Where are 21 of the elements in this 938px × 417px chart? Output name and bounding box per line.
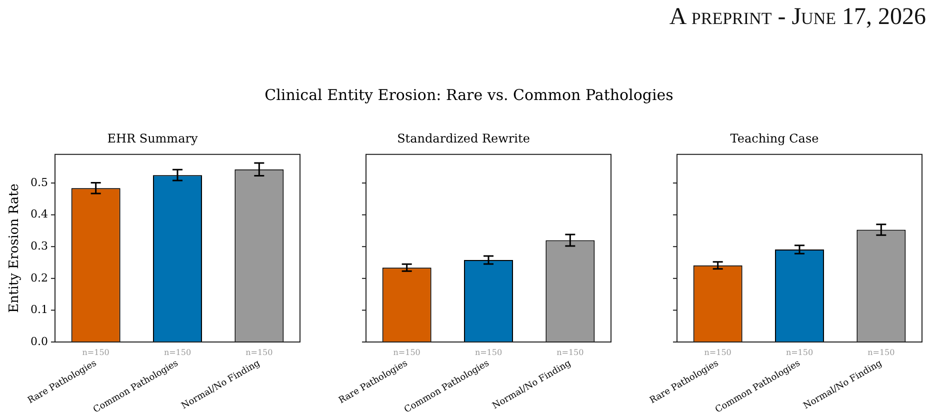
text: n=150 bbox=[474, 348, 502, 358]
y-tick-label: 0.1 bbox=[30, 303, 48, 316]
y-tick-label: 0.3 bbox=[30, 239, 48, 252]
chart-title: Teaching Case bbox=[730, 131, 819, 146]
y-tick-label: 0.0 bbox=[30, 334, 48, 348]
y-tick-label: 0.5 bbox=[30, 176, 48, 189]
text: n=150 bbox=[246, 348, 273, 358]
text: A preprint - June 17, 2026 bbox=[669, 4, 926, 31]
text: n=150 bbox=[556, 348, 584, 358]
text: Clinical Entity Erosion: Rare vs. Common Pathologies bbox=[264, 86, 674, 104]
text: n=150 bbox=[704, 348, 732, 358]
text: n=150 bbox=[82, 348, 110, 358]
text: n=150 bbox=[393, 348, 420, 358]
chart-title: Standardized Rewrite bbox=[397, 131, 530, 146]
text: n=150 bbox=[164, 348, 192, 358]
y-tick-label: 0.2 bbox=[30, 271, 48, 284]
text: n=150 bbox=[786, 348, 814, 358]
text: n=150 bbox=[868, 348, 895, 358]
y-axis-title: Entity Erosion Rate bbox=[7, 183, 22, 313]
y-tick-label: 0.4 bbox=[30, 208, 48, 221]
chart-title: EHR Summary bbox=[107, 131, 198, 146]
